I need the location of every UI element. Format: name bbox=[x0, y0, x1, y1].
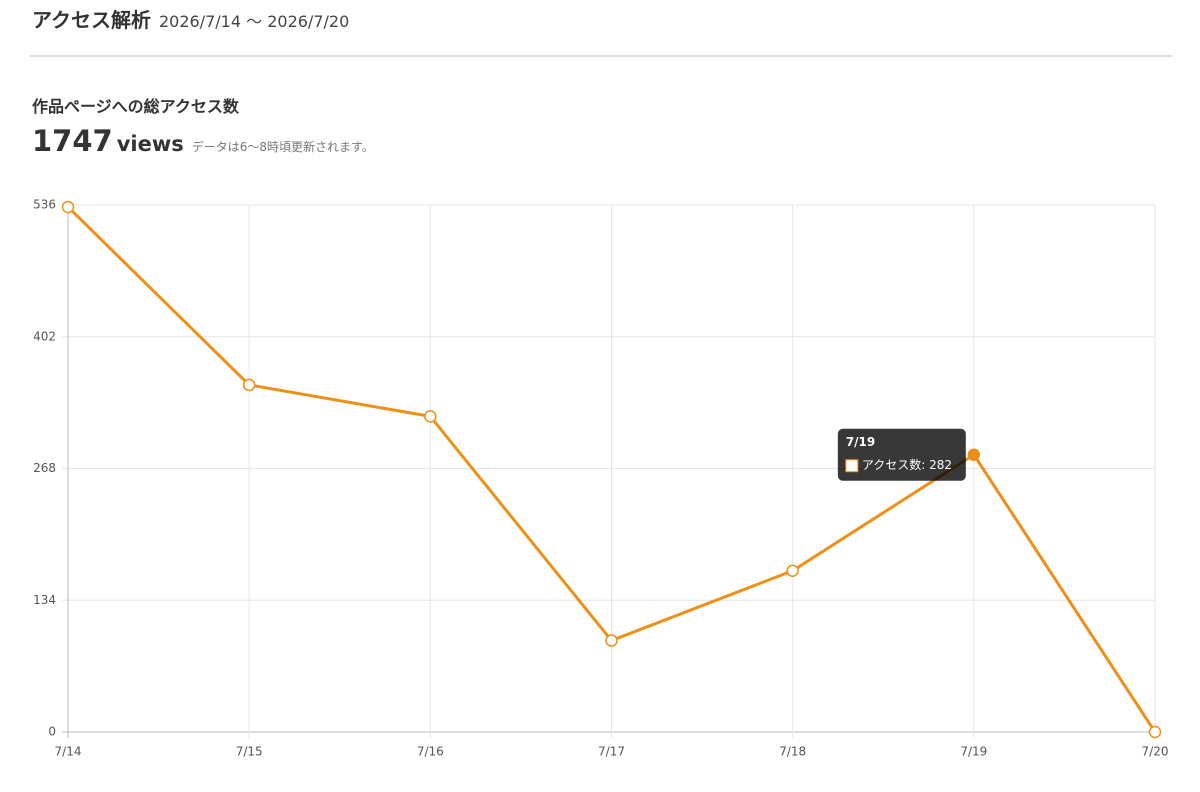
divider bbox=[30, 55, 1172, 57]
data-point bbox=[61, 200, 75, 214]
tooltip-swatch bbox=[845, 459, 859, 473]
data-point bbox=[1148, 725, 1162, 739]
total: 1747 views データは6〜8時頃更新されます。 bbox=[32, 124, 374, 158]
data-point bbox=[967, 448, 981, 461]
x-tick-label: 7/15 bbox=[236, 745, 263, 759]
header: アクセス解析 2026/7/14 〜 2026/7/20 bbox=[32, 4, 349, 33]
tooltip-title: 7/19 bbox=[846, 435, 875, 449]
y-tick-label: 134 bbox=[33, 593, 56, 607]
total-value: 1747 bbox=[32, 124, 113, 158]
data-point bbox=[424, 410, 437, 423]
data-point bbox=[786, 564, 799, 578]
x-tick-label: 7/18 bbox=[779, 745, 806, 759]
tooltip: 7/19 アクセス数: 282 bbox=[837, 428, 966, 481]
total-unit: views bbox=[116, 132, 184, 156]
y-tick-label: 536 bbox=[33, 198, 56, 212]
x-tick-label: 7/19 bbox=[960, 745, 987, 759]
y-tick-label: 402 bbox=[33, 329, 56, 343]
x-tick-label: 7/17 bbox=[598, 745, 625, 759]
page-title: アクセス解析 bbox=[32, 8, 151, 32]
data-point bbox=[242, 378, 256, 392]
x-tick-label: 7/20 bbox=[1142, 745, 1169, 759]
x-tick-label: 7/16 bbox=[417, 745, 444, 759]
y-tick-label: 0 bbox=[48, 725, 56, 739]
tooltip-box bbox=[837, 428, 966, 481]
date-range: 2026/7/14 〜 2026/7/20 bbox=[159, 12, 350, 31]
data-point bbox=[605, 634, 618, 647]
tooltip-text: アクセス数: 282 bbox=[862, 457, 952, 472]
x-tick-label: 7/14 bbox=[55, 745, 82, 759]
update-note: データは6〜8時頃更新されます。 bbox=[191, 140, 374, 154]
y-tick-label: 268 bbox=[33, 461, 56, 475]
section-title: 作品ページへの総アクセス数 bbox=[32, 97, 239, 116]
